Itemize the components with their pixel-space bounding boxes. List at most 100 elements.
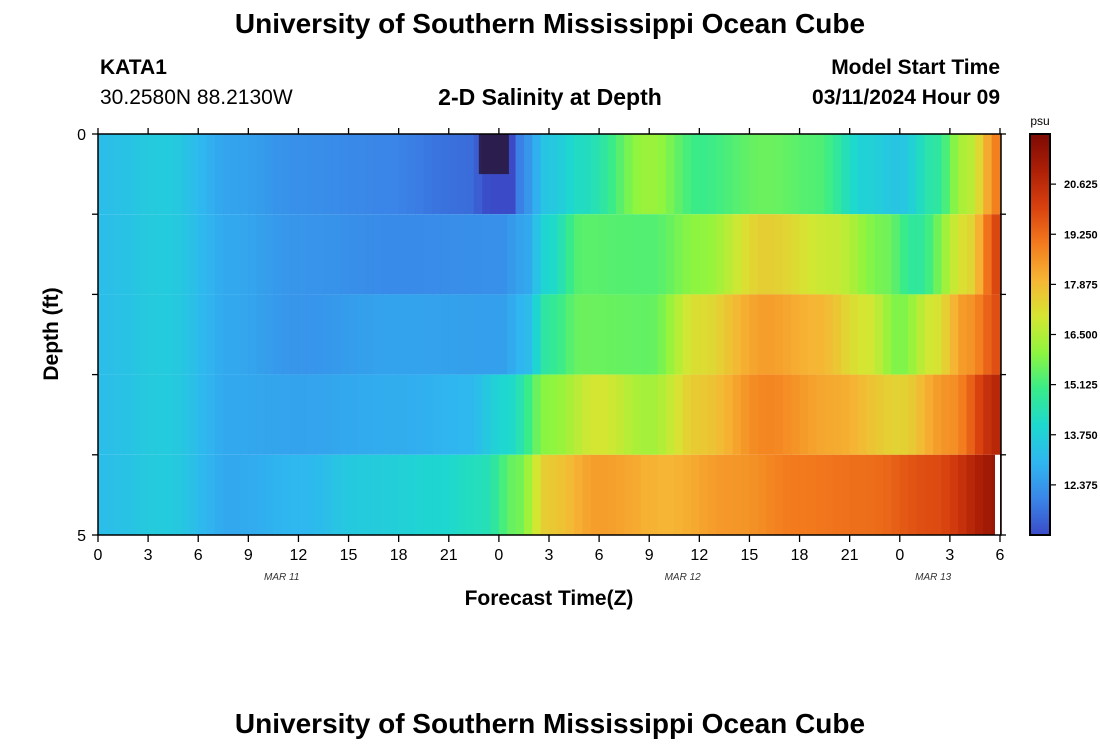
heatmap-cell [549, 214, 558, 295]
heatmap-cell [498, 454, 508, 535]
heatmap-cell [331, 454, 341, 535]
heatmap-cell [356, 134, 366, 215]
heatmap-cell [340, 374, 350, 455]
heatmap-cell [632, 214, 642, 295]
heatmap-cell [173, 134, 183, 215]
heatmap-cell [807, 374, 817, 455]
heatmap-cell [256, 214, 266, 295]
heatmap-cell [757, 214, 767, 295]
heatmap-cell [732, 374, 742, 455]
heatmap-cell [98, 214, 107, 295]
heatmap-cell [139, 214, 149, 295]
heatmap-cell [448, 134, 458, 215]
heatmap-cell [114, 134, 124, 215]
heatmap-cell [432, 134, 442, 215]
heatmap-cell [574, 294, 584, 375]
heatmap-cell [732, 294, 742, 375]
heatmap-cell [223, 214, 233, 295]
heatmap-cell [883, 374, 893, 455]
heatmap-cell [123, 134, 133, 215]
heatmap-cell [189, 454, 199, 535]
heatmap-cell [849, 374, 859, 455]
heatmap-cell [415, 374, 425, 455]
heatmap-cell [582, 454, 592, 535]
model-start-label: Model Start Time [831, 56, 1000, 79]
heatmap-cell [131, 214, 141, 295]
heatmap-cell [832, 374, 842, 455]
heatmap-cell [465, 454, 475, 535]
heatmap-cell [298, 454, 308, 535]
heatmap-cell [615, 454, 625, 535]
heatmap-cell [473, 294, 483, 375]
heatmap-cell [607, 454, 617, 535]
x-tick-label: 15 [741, 547, 759, 564]
heatmap-cell [766, 374, 776, 455]
heatmap-cell [290, 374, 300, 455]
heatmap-cell [465, 134, 475, 215]
heatmap-cell [983, 454, 993, 535]
heatmap-cell [549, 454, 558, 535]
heatmap-cell [624, 134, 634, 215]
heatmap-cell [615, 134, 625, 215]
heatmap-cell [123, 454, 133, 535]
heatmap-cell [540, 374, 550, 455]
heatmap-cell [665, 134, 675, 215]
heatmap-cell [540, 294, 550, 375]
heatmap-cell [766, 134, 776, 215]
heatmap-cell [148, 454, 158, 535]
heatmap-cell [557, 374, 567, 455]
heatmap-cell [440, 294, 450, 375]
heatmap-cell [741, 294, 751, 375]
heatmap-cell [707, 294, 717, 375]
heatmap-cell [941, 374, 951, 455]
heatmap-cell [256, 454, 266, 535]
heatmap-cell [549, 134, 558, 215]
heatmap-cell [824, 134, 834, 215]
heatmap-cell [248, 214, 258, 295]
heatmap-cell [381, 294, 391, 375]
heatmap-cell [248, 134, 258, 215]
heatmap-cell [665, 374, 675, 455]
heatmap-cell [331, 134, 341, 215]
heatmap-cell [757, 134, 767, 215]
heatmap-cell [649, 374, 659, 455]
heatmap-cell [582, 294, 592, 375]
heatmap-cell [148, 214, 158, 295]
heatmap-cell [356, 374, 366, 455]
heatmap-cell [841, 214, 851, 295]
heatmap-cell [899, 134, 909, 215]
heatmap-cell [432, 454, 442, 535]
heatmap-cell [699, 294, 709, 375]
heatmap-cell [899, 374, 909, 455]
colorbar-tick-label: 15.125 [1064, 380, 1098, 392]
heatmap-cell [189, 374, 199, 455]
heatmap-cell [924, 134, 934, 215]
heatmap-cell [858, 214, 867, 295]
heatmap-cell [290, 294, 300, 375]
heatmap-cell [749, 374, 759, 455]
heatmap-cell [198, 374, 208, 455]
heatmap-cell [899, 454, 909, 535]
heatmap-cell [507, 134, 517, 215]
heatmap-cell [448, 294, 458, 375]
heatmap-cell [549, 374, 558, 455]
heatmap-cell [565, 454, 575, 535]
heatmap-cell [498, 294, 508, 375]
heatmap-cell [373, 134, 383, 215]
heatmap-cell [599, 214, 609, 295]
heatmap-cell [373, 294, 383, 375]
heatmap-cell [699, 214, 709, 295]
heatmap-cell [465, 214, 475, 295]
heatmap-cell [899, 214, 909, 295]
heatmap-cell [323, 454, 333, 535]
heatmap-cell [331, 374, 341, 455]
colorbar-unit: psu [1030, 114, 1049, 128]
heatmap-cell [523, 214, 533, 295]
heatmap-cell [866, 374, 876, 455]
heatmap-cell [933, 134, 943, 215]
heatmap-cell [565, 134, 575, 215]
heatmap-cell [574, 214, 584, 295]
heatmap-cell [599, 374, 609, 455]
heatmap-cell [741, 214, 751, 295]
x-tick-label: 6 [996, 547, 1005, 564]
